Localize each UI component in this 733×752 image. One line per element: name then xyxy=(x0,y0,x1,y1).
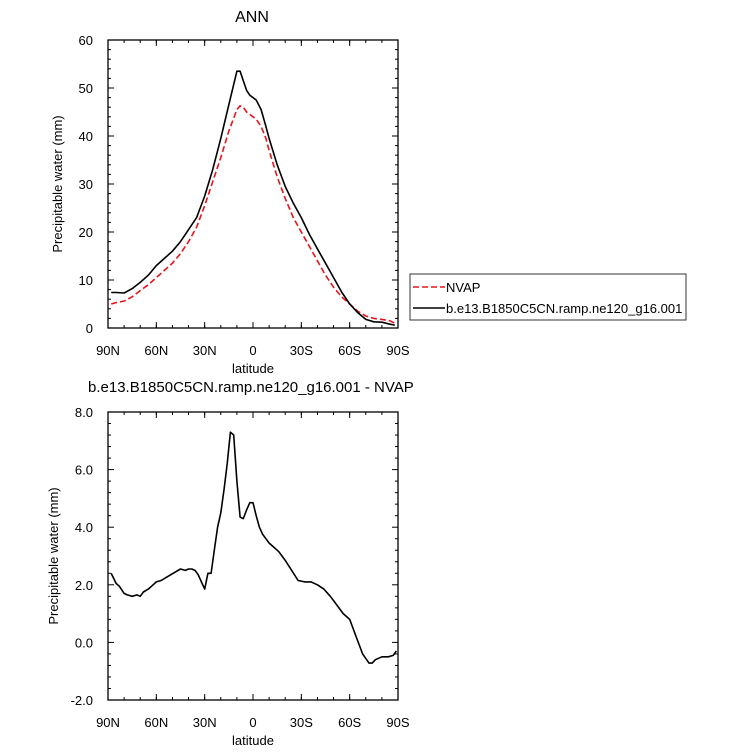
y-tick-label: 10 xyxy=(79,273,93,288)
x-tick-label: 0 xyxy=(249,715,256,730)
x-tick-label: 90S xyxy=(386,343,409,358)
y-tick-label: 0.0 xyxy=(75,635,93,650)
y-axis-label: Precipitable water (mm) xyxy=(46,487,61,624)
x-tick-label: 60N xyxy=(144,343,168,358)
x-axis-label: latitude xyxy=(232,733,274,748)
legend-label-1: b.e13.B1850C5CN.ramp.ne120_g16.001 xyxy=(446,301,682,316)
x-axis-label: latitude xyxy=(232,361,274,376)
x-tick-label: 30S xyxy=(290,343,313,358)
y-tick-label: 2.0 xyxy=(75,578,93,593)
x-tick-label: 90N xyxy=(96,343,120,358)
y-axis-label: Precipitable water (mm) xyxy=(50,115,65,252)
y-tick-label: 0 xyxy=(86,321,93,336)
y-tick-label: 8.0 xyxy=(75,405,93,420)
x-tick-label: 0 xyxy=(249,343,256,358)
series-line-0 xyxy=(110,431,398,664)
chart-title: ANN xyxy=(235,9,269,26)
x-tick-label: 60N xyxy=(144,715,168,730)
x-tick-label: 30S xyxy=(290,715,313,730)
plot-frame xyxy=(107,411,399,701)
plot-frame xyxy=(107,39,399,329)
y-tick-label: 60 xyxy=(79,33,93,48)
top-panel-annual-precipitable-water: ANN 90N 60N 30N 0 30S 60S 90S 0 10 20 30 40 50 60 latit… xyxy=(50,9,410,376)
y-tick-label: 6.0 xyxy=(75,463,93,478)
legend-box xyxy=(409,273,687,321)
y-tick-label: 30 xyxy=(79,177,93,192)
x-tick-label: 30N xyxy=(193,715,217,730)
y-tick-label: 50 xyxy=(79,81,93,96)
series-line-0 xyxy=(110,105,396,324)
chart-title: b.e13.B1850C5CN.ramp.ne120_g16.001 - NVA… xyxy=(88,379,414,396)
x-tick-label: 60S xyxy=(338,343,361,358)
legend-label-0: NVAP xyxy=(446,280,480,295)
x-tick-label: 90S xyxy=(386,715,409,730)
series-line-1 xyxy=(111,70,395,326)
x-tick-label: 90N xyxy=(96,715,120,730)
y-tick-label: -2.0 xyxy=(71,693,93,708)
legend: NVAP b.e13.B1850C5CN.ramp.ne120_g16.001 xyxy=(409,273,687,321)
y-tick-label: 40 xyxy=(79,129,93,144)
bottom-panel-difference: b.e13.B1850C5CN.ramp.ne120_g16.001 - NVA… xyxy=(46,379,414,748)
x-tick-label: 60S xyxy=(338,715,361,730)
y-tick-label: 20 xyxy=(79,225,93,240)
y-tick-label: 4.0 xyxy=(75,520,93,535)
x-tick-label: 30N xyxy=(193,343,217,358)
